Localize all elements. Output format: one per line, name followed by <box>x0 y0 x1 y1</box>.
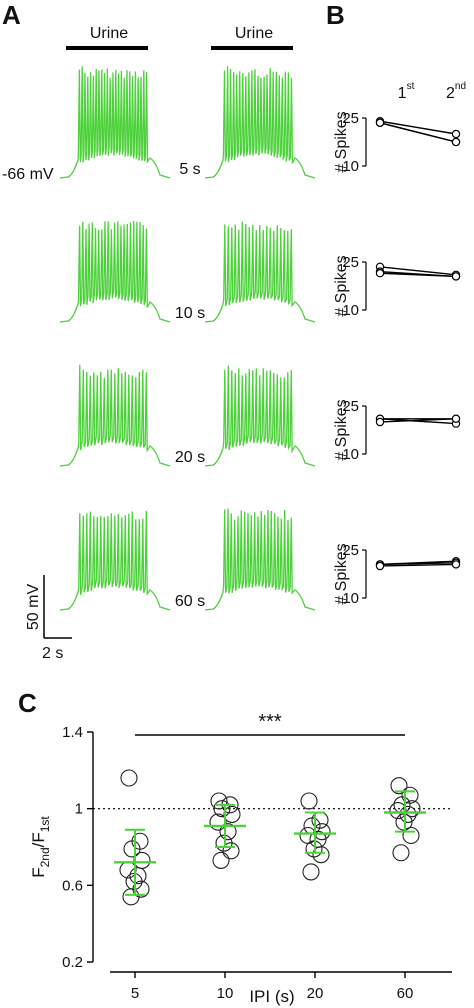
panel-c-point-5-1 <box>120 769 138 787</box>
ipi-label-60s: 60 s <box>175 593 205 610</box>
panel-c-ytick-label-0.6: 0.6 <box>62 877 83 894</box>
panel-letter-c: C <box>18 688 37 718</box>
panel-b-ytick-label-2-10: 10 <box>342 302 359 319</box>
panel-b-point-first-4-3 <box>375 561 385 571</box>
panel-b-ylabel-1: # Spikes <box>333 111 350 172</box>
trace-10s-second <box>204 221 316 323</box>
panel-b-ylabel-2: # Spikes <box>333 255 350 316</box>
panel-b-ytick-label-4-10: 10 <box>342 590 359 607</box>
stimulus-label-left: Urine <box>90 25 128 42</box>
panel-c-ylabel-mid: /F <box>29 832 48 847</box>
panel-b-ytick-label-3-25: 25 <box>342 398 359 415</box>
trace-60s-first <box>59 510 171 611</box>
stimulus-label-right: Urine <box>235 25 273 42</box>
trace-60s-second <box>204 508 316 611</box>
panel-b-pair-line-4-2 <box>379 562 457 566</box>
panel-b-pair-line-3-2 <box>379 418 457 425</box>
panel-b-point-second-3-3 <box>451 414 461 423</box>
panel-c-point-10-9 <box>212 851 230 869</box>
panel-b-pair-line-3-3 <box>379 418 457 423</box>
panel-c-point-20-1 <box>300 792 318 810</box>
panel-c-xtick-label-10: 10 <box>217 985 234 1002</box>
panel-b-point-second-2-3 <box>451 272 461 281</box>
panel-b-xtick-sup-1: st <box>407 81 415 92</box>
panel-c-ytick-label-1.4: 1.4 <box>62 724 83 741</box>
panel-b-ytick-label-1-10: 10 <box>342 158 359 175</box>
panel-c-ylabel-f: F <box>29 867 48 877</box>
panel-b-pair-line-2-1 <box>379 266 457 276</box>
panel-b-pair-line-2-3 <box>379 272 457 278</box>
panel-b-pair-line-1-3 <box>379 122 457 143</box>
panel-c-ylabel: F2nd/F1st <box>29 816 52 878</box>
panel-c-point-20-8 <box>312 846 330 864</box>
resting-potential-label: -66 mV <box>2 166 54 183</box>
panel-c-xtick-label-60: 60 <box>397 985 414 1002</box>
panel-c-ylabel-sub2: 1st <box>38 816 52 833</box>
panel-c-point-10-5 <box>209 813 227 831</box>
panel-b-xtick-2: 2nd <box>446 81 466 102</box>
trace-20s-second <box>204 365 316 467</box>
panel-c-point-10-6 <box>219 823 237 841</box>
ipi-label-5s: 5 s <box>179 161 200 178</box>
ipi-label-10s: 10 s <box>175 305 205 322</box>
panel-b-xtick-sup-2: nd <box>455 81 466 92</box>
panel-c-point-60-3 <box>393 796 411 814</box>
panel-letter-b: B <box>326 0 345 30</box>
panel-c-xtick-label-5: 5 <box>131 985 139 1002</box>
panel-c-point-5-9 <box>122 888 140 906</box>
panel-c-point-60-1 <box>390 777 408 795</box>
panel-c-significance-label: *** <box>258 711 282 733</box>
panel-b-pair-line-1-1 <box>379 120 457 135</box>
panel-c-point-60-8 <box>402 826 420 845</box>
scale-time-label: 2 s <box>42 645 63 662</box>
panel-b-point-first-2-3 <box>375 269 385 278</box>
panel-c-xtick-label-20: 20 <box>307 985 324 1002</box>
panel-c-point-10-3 <box>213 800 231 818</box>
panel-c-point-10-1 <box>210 792 228 810</box>
panel-c: 0.2 0.6 1 1.4 5 10 20 60 IPI (s) F2nd/F1st *** <box>29 711 452 1006</box>
trace-10s-first <box>59 220 171 323</box>
panel-c-point-10-4 <box>223 805 241 823</box>
panel-c-ytick-label-1: 1 <box>75 801 83 818</box>
panel-b-point-first-1-3 <box>375 118 385 128</box>
panel-a-traces: 5 s 10 s 20 s 60 s <box>59 66 316 611</box>
panel-c-point-60-9 <box>392 844 410 862</box>
panel-c-xlabel: IPI (s) <box>249 987 294 1006</box>
panel-b-point-second-4-3 <box>451 560 461 569</box>
panel-b-ytick-label-1-25: 25 <box>342 110 359 127</box>
panel-letter-a: A <box>2 0 21 30</box>
panel-c-point-20-9 <box>302 863 320 881</box>
panel-c-point-10-8 <box>222 842 240 860</box>
panel-c-point-5-6 <box>129 867 147 885</box>
panel-c-point-5-4 <box>133 851 151 869</box>
panel-b-point-first-3-3 <box>375 417 385 427</box>
panel-c-ylabel-sub1: 2nd <box>38 847 52 867</box>
ipi-label-20s: 20 s <box>175 449 205 466</box>
panel-c-point-5-3 <box>123 840 141 858</box>
panel-b-point-second-1-3 <box>451 137 461 147</box>
panel-b-ylabel-4: # Spikes <box>333 543 350 604</box>
panel-c-point-60-6 <box>399 805 417 823</box>
trace-5s-second <box>204 66 316 179</box>
panel-b-xtick-1: 1st <box>398 81 415 102</box>
panel-b-ytick-label-3-10: 10 <box>342 446 359 463</box>
panel-b-ytick-label-4-25: 25 <box>342 542 359 559</box>
panel-c-ytick-label-0.2: 0.2 <box>62 954 83 971</box>
panel-b-ylabel-3: # Spikes <box>333 399 350 460</box>
trace-20s-first <box>59 364 171 467</box>
panel-b-point-second-1-1 <box>451 129 461 139</box>
panel-b-pair-line-4-3 <box>379 563 457 567</box>
trace-5s-first <box>59 66 171 179</box>
panel-b-ytick-label-2-25: 25 <box>342 254 359 271</box>
scale-voltage-label: 50 mV <box>25 584 42 631</box>
